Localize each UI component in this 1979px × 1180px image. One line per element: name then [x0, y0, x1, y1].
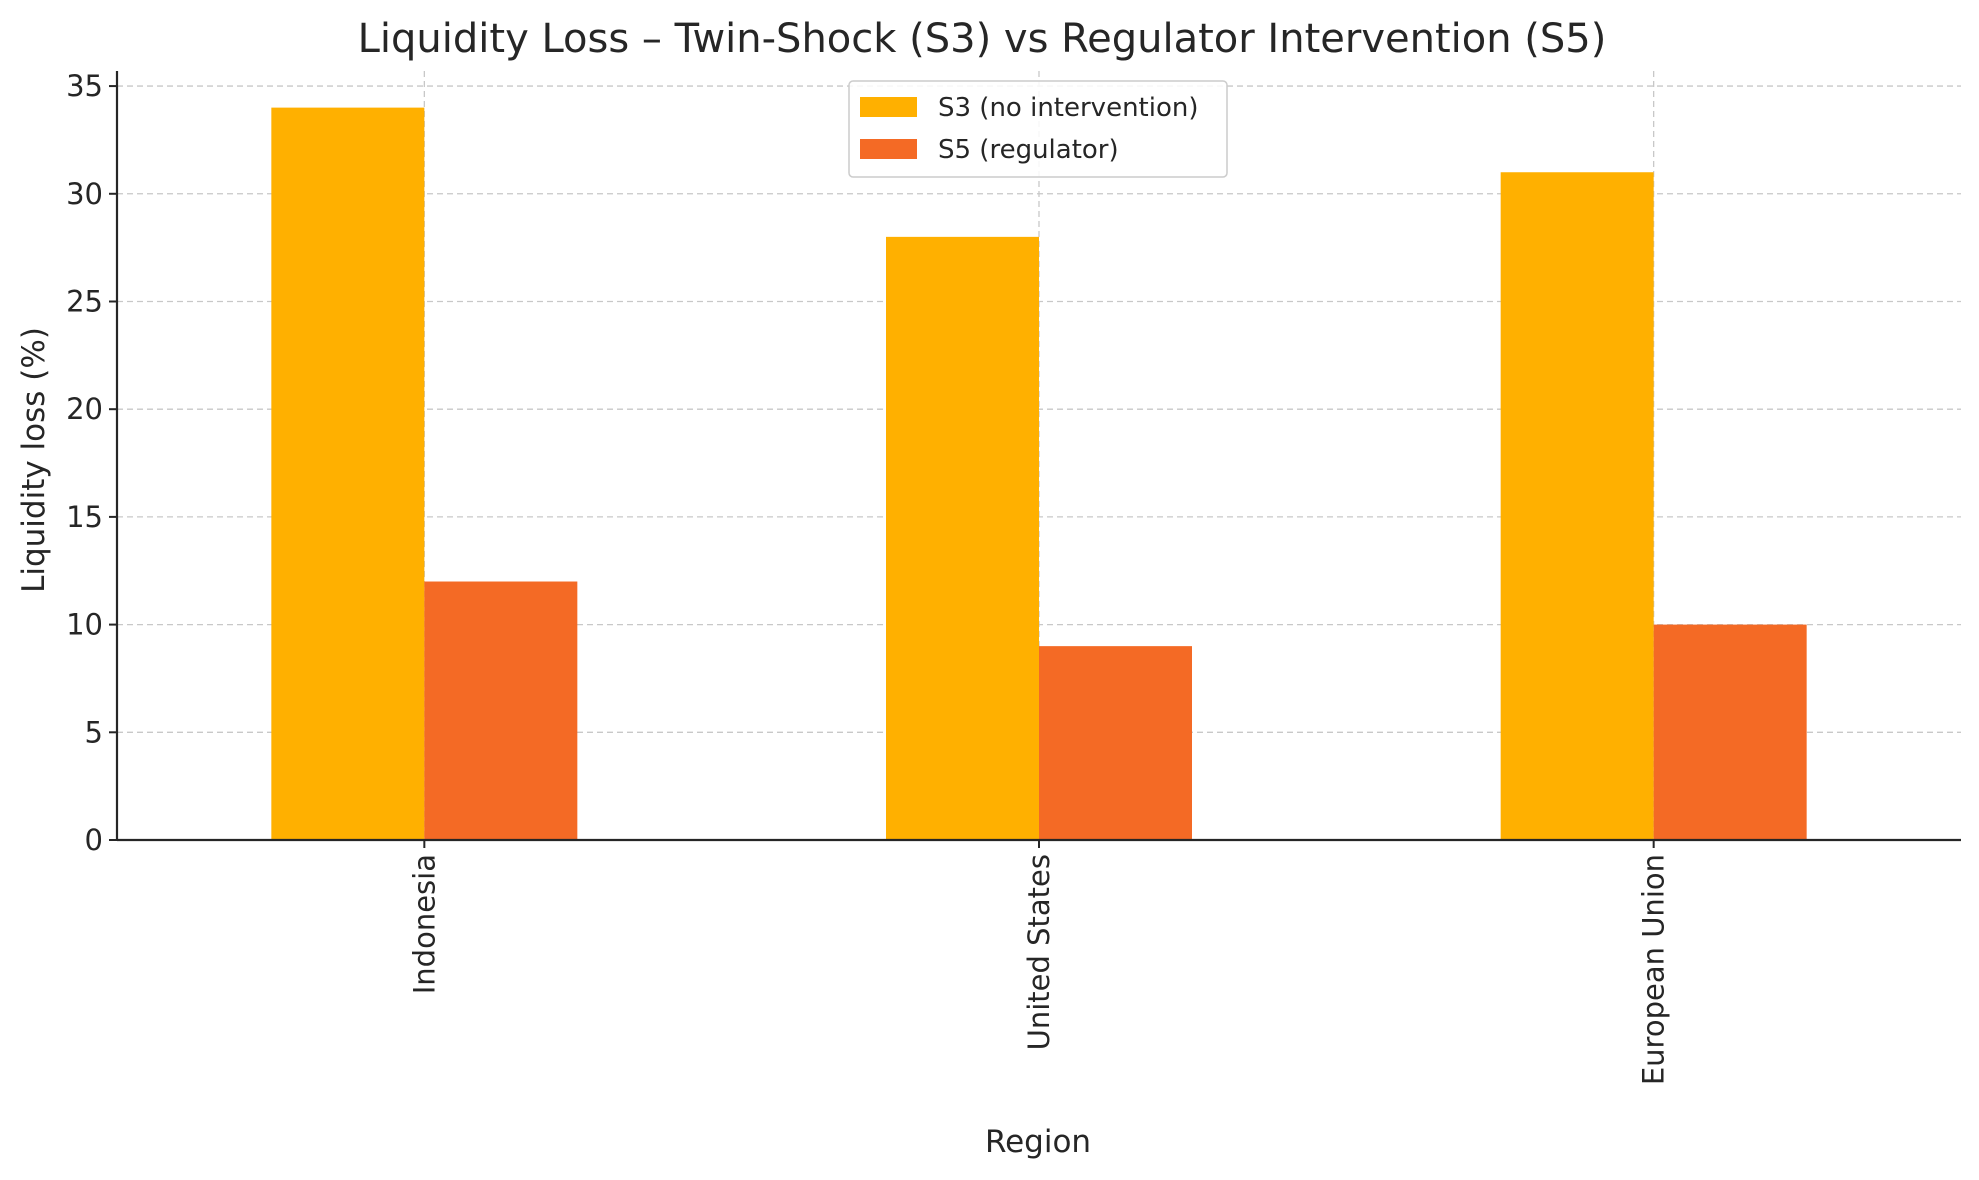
legend-swatch-s5 [860, 139, 917, 159]
chart-title: Liquidity Loss – Twin-Shock (S3) vs Regu… [358, 16, 1607, 62]
legend-label-s3: S3 (no intervention) [938, 93, 1199, 123]
bar-s3-indonesia [271, 107, 425, 841]
bar-s3-european-union [1500, 172, 1654, 840]
y-tick-label: 0 [85, 823, 103, 857]
bar-s3-united-states [886, 236, 1039, 841]
y-tick-label: 35 [66, 69, 103, 103]
y-tick-label: 15 [66, 500, 103, 534]
y-tick-label: 10 [66, 608, 103, 642]
y-tick-label: 20 [66, 392, 103, 426]
bars [271, 107, 1807, 841]
x-tick-label: European Union [1637, 854, 1671, 1085]
legend: S3 (no intervention) S5 (regulator) [848, 80, 1228, 178]
ticks: 0 5 10 15 20 25 30 35 Indonesia United States Euro… [66, 69, 1671, 1085]
x-tick-label: United States [1022, 854, 1056, 1050]
x-tick-label: Indonesia [407, 854, 441, 994]
bar-s5-indonesia [424, 581, 578, 840]
legend-label-s5: S5 (regulator) [938, 135, 1119, 165]
y-tick-label: 5 [85, 715, 103, 749]
legend-swatch-s3 [860, 97, 917, 117]
legend-frame [848, 80, 1228, 178]
x-axis-label: Region [985, 1124, 1091, 1160]
bar-s5-united-states [1039, 646, 1192, 840]
y-tick-label: 30 [66, 177, 103, 211]
bar-s5-european-union [1653, 624, 1807, 840]
y-tick-label: 25 [66, 284, 103, 318]
y-axis-label: Liquidity loss (%) [16, 327, 52, 593]
